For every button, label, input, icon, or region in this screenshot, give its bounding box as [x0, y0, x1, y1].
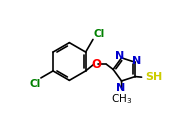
- Text: Cl: Cl: [29, 78, 40, 89]
- Text: N: N: [115, 51, 125, 61]
- Text: Cl: Cl: [93, 29, 104, 39]
- Text: CH$_3$: CH$_3$: [111, 92, 132, 106]
- Text: O: O: [91, 58, 101, 71]
- Text: SH: SH: [145, 72, 162, 82]
- Text: N: N: [116, 83, 125, 92]
- Text: N: N: [132, 56, 141, 66]
